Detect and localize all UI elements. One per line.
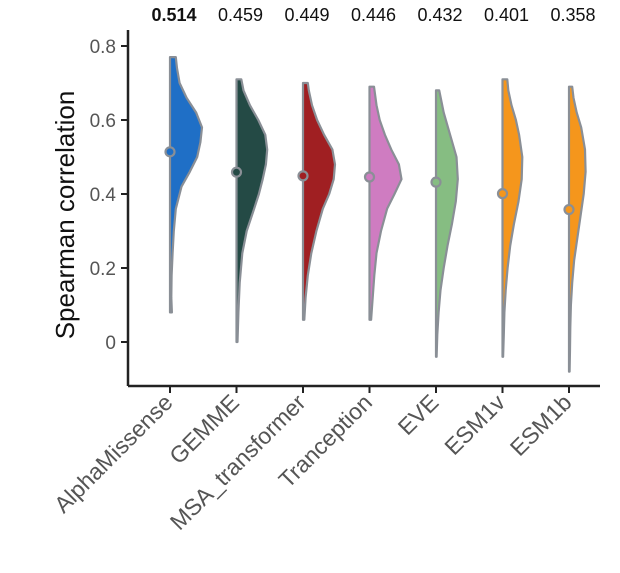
mean-label: 0.459 (218, 5, 263, 25)
y-tick-label: 0 (105, 333, 116, 354)
mean-label: 0.449 (284, 5, 329, 25)
violins (164, 56, 587, 373)
y-tick-label: 0.6 (90, 111, 116, 132)
violin-eve (434, 89, 459, 358)
mean-label: 0.432 (417, 5, 462, 25)
mean-label: 0.358 (550, 5, 595, 25)
mean-point (563, 203, 575, 216)
mean-point (496, 188, 509, 200)
mean-point (297, 170, 309, 182)
y-axis-label: Spearman correlation (50, 91, 80, 340)
violin-esm1v (501, 78, 524, 358)
mean-point (430, 176, 442, 188)
y-tick-label: 0.4 (90, 185, 117, 206)
y-tick-label: 0.2 (90, 259, 116, 280)
violin-gemme (235, 78, 269, 344)
mean-point (230, 166, 243, 178)
y-tick-label: 0.8 (90, 37, 116, 58)
violin-tranception (368, 85, 403, 321)
mean-label: 0.514 (151, 5, 196, 25)
mean-value-labels: 0.514 0.459 0.449 0.446 0.432 0.401 0.358 (151, 5, 595, 25)
mean-label: 0.446 (351, 5, 396, 25)
x-axis: AlphaMissenseGEMMEMSA_transformerTrancep… (49, 384, 600, 535)
violin-alphamissense (168, 56, 204, 314)
y-axis: 0 0.2 0.4 0.6 0.8 (90, 30, 130, 386)
violin-msa_transformer (301, 81, 337, 321)
x-tick-label: ESM1v (439, 389, 510, 460)
mean-point (164, 146, 176, 158)
x-tick-label: AlphaMissense (49, 389, 178, 518)
mean-point (363, 171, 376, 183)
x-tick-label: EVE (393, 389, 444, 440)
violin-esm1b (567, 85, 587, 373)
mean-label: 0.401 (484, 5, 529, 25)
x-tick-label: ESM1b (505, 389, 577, 461)
